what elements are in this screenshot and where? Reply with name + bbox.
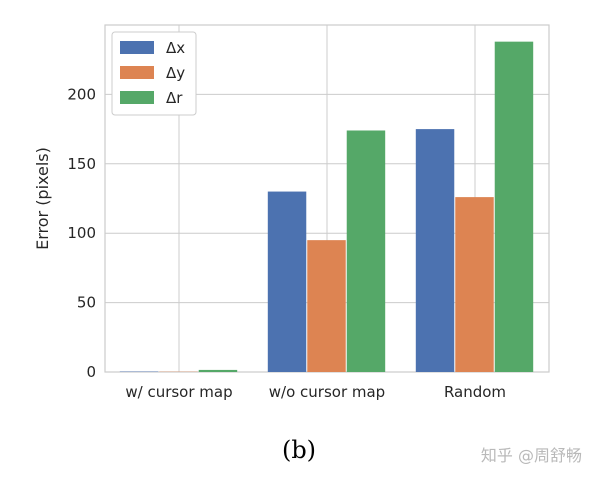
y-tick-label: 100 [67,224,96,242]
bar [267,191,307,372]
x-tick-label: w/ cursor map [125,383,232,401]
y-axis-title: Error (pixels) [33,147,52,250]
y-tick-labels: 0 50 100 150 200 [67,85,96,381]
watermark: 知乎 @周舒畅 [480,446,582,465]
bar [415,129,455,372]
y-tick-label: 50 [77,294,96,312]
legend-swatch [120,41,154,54]
x-tick-labels: w/ cursor map w/o cursor map Random [125,383,506,401]
y-tick-label: 0 [86,363,96,381]
x-tick-label: w/o cursor map [269,383,385,401]
bars-group [119,41,534,372]
bar [198,369,238,372]
legend-label: Δx [166,39,185,57]
bar [346,130,386,372]
x-tick-label: Random [444,383,506,401]
legend-swatch [120,66,154,79]
bar-chart: 0 50 100 150 200 w/ cursor map w/o cursor map… [33,24,550,401]
bar [455,197,494,372]
legend-swatch [120,91,154,104]
y-tick-label: 200 [67,85,96,103]
bar [494,41,534,372]
figure-caption: (b) [281,436,317,464]
legend-label: Δy [166,64,185,82]
y-tick-label: 150 [67,155,96,173]
legend: Δx Δy Δr [111,31,197,116]
legend-label: Δr [166,89,183,107]
bar [307,240,346,372]
